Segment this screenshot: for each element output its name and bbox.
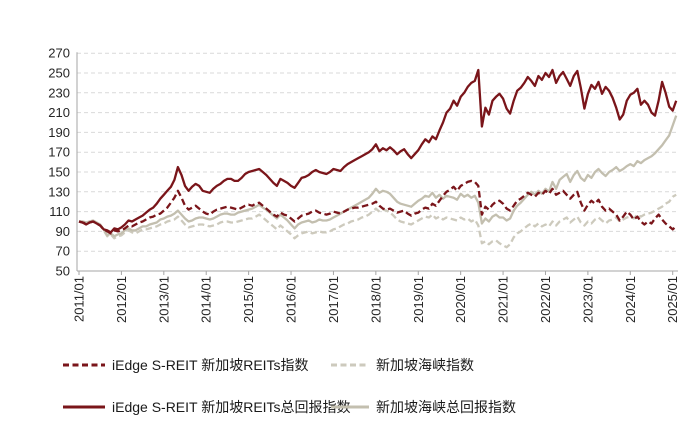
y-axis-tick-label: 170	[48, 145, 70, 160]
x-axis-tick-label: 2013/01	[156, 276, 171, 323]
legend-label: iEdge S-REIT 新加坡REITs总回报指数	[112, 399, 351, 415]
x-axis-tick-label: 2022/01	[538, 276, 553, 323]
series-line-3	[79, 115, 678, 238]
series-line-0	[78, 179, 677, 235]
legend-item-sti-price-index: 新加坡海峡指数	[330, 357, 474, 373]
legend-item-reit-price-index: iEdge S-REIT 新加坡REITs指数	[62, 357, 309, 373]
legend-swatch-solid-gray	[331, 405, 369, 409]
x-axis-tick-label: 2011/01	[72, 276, 87, 322]
x-axis-tick-label: 2025/01	[665, 276, 680, 323]
series-line-1	[79, 193, 677, 249]
x-axis-tick-label: 2018/01	[368, 276, 383, 323]
y-axis-tick-label: 250	[48, 66, 70, 81]
legend-label: 新加坡海峡总回报指数	[376, 399, 516, 415]
y-axis-tick-label: 130	[48, 184, 70, 199]
legend-item-reit-total-return-index: iEdge S-REIT 新加坡REITs总回报指数	[62, 399, 351, 415]
legend-item-sti-total-return-index: 新加坡海峡总回报指数	[330, 399, 516, 415]
legend-label: iEdge S-REIT 新加坡REITs指数	[112, 357, 309, 373]
legend-swatch-dashed-maroon	[63, 363, 105, 367]
x-axis-tick-label: 2020/01	[453, 276, 468, 323]
y-axis-tick-label: 150	[48, 165, 70, 180]
legend-swatch-dashed-gray	[331, 363, 369, 367]
y-axis-tick-label: 110	[49, 204, 70, 219]
legend-label: 新加坡海峡指数	[376, 357, 474, 373]
y-axis-tick-label: 70	[56, 244, 70, 259]
y-axis-tick-label: 210	[48, 105, 70, 120]
x-axis-tick-label: 2014/01	[199, 276, 214, 323]
x-axis-tick-label: 2015/01	[241, 276, 256, 323]
series-line-2	[78, 68, 678, 234]
y-axis-tick-label: 190	[48, 125, 70, 140]
x-axis-tick-label: 2021/01	[496, 276, 511, 323]
y-axis-tick-label: 230	[48, 85, 70, 100]
x-axis-tick-label: 2024/01	[623, 276, 638, 323]
x-axis-tick-label: 2023/01	[580, 276, 595, 323]
y-axis-tick-label: 270	[48, 46, 70, 61]
legend-swatch-solid-maroon	[63, 405, 105, 409]
y-axis-tick-label: 50	[56, 264, 70, 279]
x-axis-tick-label: 2019/01	[411, 276, 426, 323]
y-axis-tick-label: 90	[56, 224, 70, 239]
x-axis-tick-label: 2012/01	[114, 276, 129, 323]
x-axis-tick-label: 2017/01	[326, 276, 341, 323]
x-axis-tick-label: 2016/01	[284, 276, 299, 323]
